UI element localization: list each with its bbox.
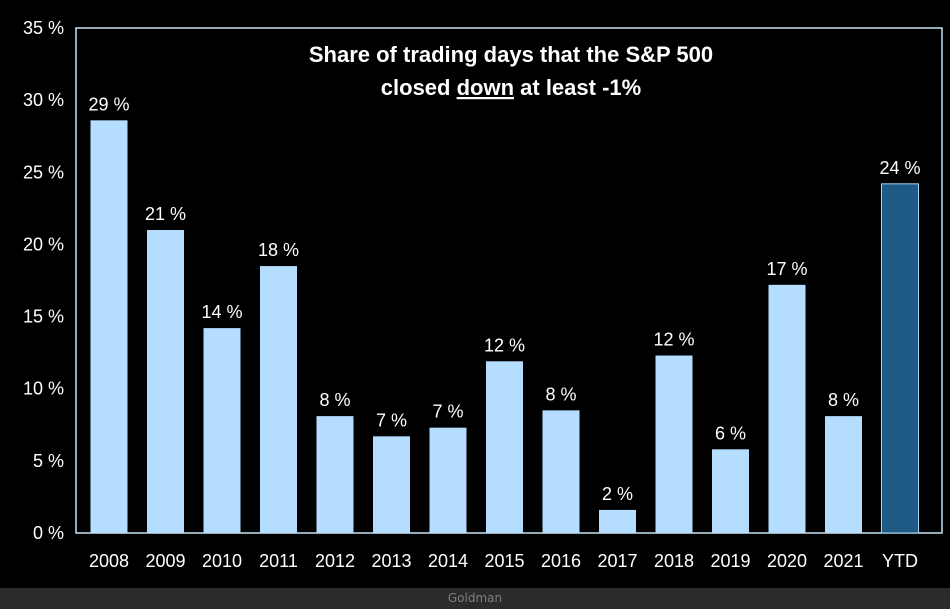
x-tick-label: 2008: [89, 551, 129, 571]
bar-value-label: 2 %: [602, 484, 633, 504]
bar-value-label: 17 %: [766, 259, 807, 279]
bar-2012: [316, 416, 354, 533]
x-tick-label: YTD: [882, 551, 918, 571]
y-tick-label: 30 %: [23, 90, 64, 110]
bar-2011: [260, 266, 297, 533]
x-tick-label: 2016: [541, 551, 581, 571]
x-axis: 2008 2009 2010 2011 2012 2013 2014 2015 2016 2017…: [89, 551, 918, 571]
chart-title-line1: Share of trading days that the S&P 500: [309, 42, 713, 67]
bar-value-label: 21 %: [145, 204, 186, 224]
x-tick-label: 2019: [710, 551, 750, 571]
y-tick-label: 5 %: [33, 451, 64, 471]
bar-2013: [373, 436, 410, 533]
bar-value-label: 8 %: [545, 384, 576, 404]
x-tick-label: 2014: [428, 551, 468, 571]
bars: 29 % 21 % 14 % 18 % 8 % 7 % 7 % 12 % 8 % 2 % 12 % 6…: [88, 94, 921, 534]
bar-value-label: 14 %: [201, 302, 242, 322]
bar-value-label: 8 %: [319, 390, 350, 410]
x-tick-label: 2012: [315, 551, 355, 571]
bar-chart: 0 % 5 % 10 % 15 % 20 % 25 % 30 % 35 % 29 % 21 % 1…: [23, 18, 943, 571]
x-tick-label: 2013: [371, 551, 411, 571]
y-tick-label: 10 %: [23, 379, 64, 399]
y-tick-label: 15 %: [23, 307, 64, 327]
chart-title-line2: closed down at least -1%: [381, 75, 641, 100]
bar-2015: [486, 361, 523, 533]
y-tick-label: 0 %: [33, 523, 64, 543]
bar-value-label: 7 %: [432, 402, 463, 422]
x-tick-label: 2009: [145, 551, 185, 571]
bar-value-label: 12 %: [484, 335, 525, 355]
chart-frame: 0 % 5 % 10 % 15 % 20 % 25 % 30 % 35 % 29 % 21 % 1…: [0, 0, 950, 588]
bar-2010: [203, 328, 241, 533]
bar-2016: [542, 410, 580, 533]
y-tick-label: 25 %: [23, 162, 64, 182]
x-tick-label: 2018: [654, 551, 694, 571]
bar-value-label: 29 %: [88, 94, 129, 114]
bar-2021: [825, 416, 862, 533]
x-tick-label: 2015: [484, 551, 524, 571]
title-line2-pre: closed: [381, 75, 457, 100]
bar-value-label: 12 %: [653, 330, 694, 350]
bar-2020: [768, 284, 806, 533]
bar-2019: [712, 449, 749, 533]
y-tick-label: 35 %: [23, 18, 64, 38]
x-tick-label: 2017: [597, 551, 637, 571]
title-line2-post: at least -1%: [514, 75, 641, 100]
bar-2014: [429, 427, 467, 533]
y-axis: 0 % 5 % 10 % 15 % 20 % 25 % 30 % 35 %: [23, 18, 64, 543]
x-tick-label: 2020: [767, 551, 807, 571]
bar-value-label: 8 %: [828, 390, 859, 410]
bar-ytd: [881, 183, 919, 534]
bar-2009: [147, 230, 184, 533]
x-tick-label: 2011: [259, 551, 298, 571]
y-tick-label: 20 %: [23, 234, 64, 254]
bar-value-label: 18 %: [258, 240, 299, 260]
bar-value-label: 24 %: [879, 158, 920, 178]
bar-value-label: 6 %: [715, 423, 746, 443]
x-tick-label: 2021: [823, 551, 863, 571]
bar-2018: [655, 355, 693, 533]
bar-2017: [599, 509, 636, 533]
bar-value-label: 7 %: [376, 410, 407, 430]
bar-2008: [90, 120, 128, 533]
title-line2-underlined: down: [457, 75, 514, 100]
image-caption: Goldman: [447, 591, 503, 605]
x-tick-label: 2010: [202, 551, 242, 571]
